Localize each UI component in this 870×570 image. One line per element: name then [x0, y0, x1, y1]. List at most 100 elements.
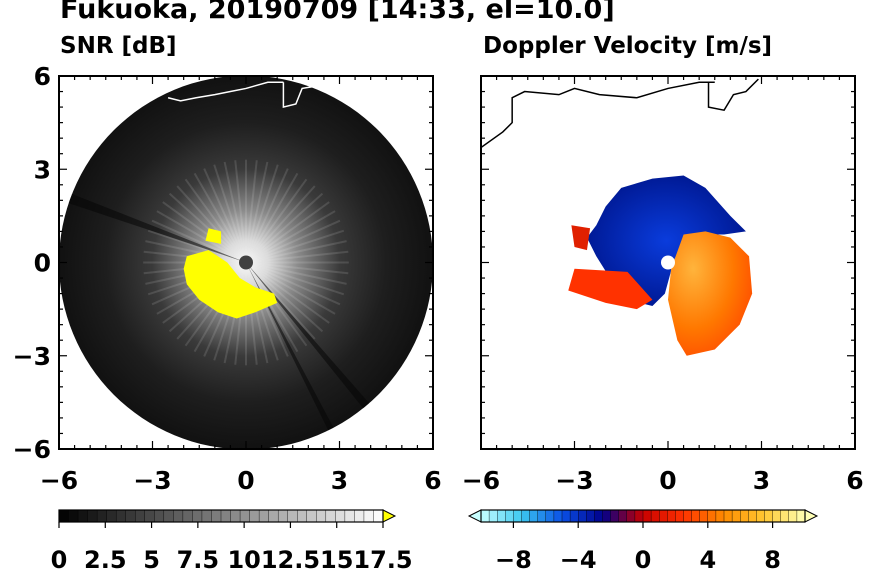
- snr-ray: [245, 262, 299, 353]
- snr-saturated-patch: [205, 228, 222, 244]
- x-tick-label: −3: [555, 466, 593, 495]
- snr-panel: −6 −3 0 3 6 −6 −3 0 3 6 0 2.5 5 7.5 10 12.5 15 17.5: [13, 62, 442, 570]
- colorbar-segment: [659, 509, 669, 523]
- colorbar-segment: [553, 509, 563, 523]
- colorbar-segment: [545, 509, 555, 523]
- snr-ray: [245, 261, 349, 275]
- colorbar-tick-label: 7.5: [177, 546, 220, 570]
- colorbar-segment: [788, 509, 798, 523]
- snr-ray: [245, 261, 336, 315]
- x-tick-label: 3: [753, 466, 770, 495]
- colorbar-segment: [211, 509, 222, 523]
- snr-ray: [245, 229, 345, 264]
- colorbar-segment: [96, 509, 108, 523]
- snr-ray: [245, 210, 336, 264]
- snr-ray: [203, 168, 247, 263]
- snr-ray: [245, 172, 299, 263]
- colorbar-segment: [58, 509, 70, 523]
- colorbar-segment: [780, 509, 790, 523]
- colorbar-segment: [201, 509, 213, 523]
- colorbar: −8 −4 0 4 8: [467, 509, 819, 570]
- colorbar-segment: [287, 509, 298, 523]
- colorbar-segment: [258, 509, 270, 523]
- colorbar-tick-label: 0: [51, 546, 68, 570]
- doppler-receding-streak: [568, 268, 653, 310]
- colorbar-segment: [249, 509, 260, 523]
- colorbar-extend-max: [382, 509, 397, 523]
- coastline-harbor: [707, 78, 759, 112]
- colorbar-segment: [578, 509, 588, 523]
- colorbar-segment: [594, 509, 604, 523]
- snr-ray: [223, 161, 247, 263]
- snr-saturated-region: [183, 250, 278, 319]
- colorbar-segment: [335, 509, 346, 523]
- colorbar-segment: [154, 509, 165, 523]
- colorbar-segment: [297, 509, 308, 523]
- y-tick-label: 6: [34, 62, 51, 91]
- figure-title: Fukuoka, 20190709 [14:33, el=10.0]: [60, 0, 615, 25]
- snr-ray: [176, 185, 247, 264]
- colorbar-segment: [239, 509, 251, 523]
- doppler-panel-title: Doppler Velocity [m/s]: [483, 33, 773, 59]
- colorbar-segment: [77, 509, 89, 523]
- colorbar-segment: [106, 509, 117, 523]
- x-tick-label: 6: [424, 466, 441, 495]
- y-tick-label: −3: [13, 342, 51, 371]
- colorbar-segment: [480, 509, 490, 523]
- snr-ray: [245, 262, 269, 364]
- snr-ray: [168, 192, 247, 264]
- snr-ray: [147, 229, 247, 264]
- radar-center-marker: [239, 255, 253, 270]
- colorbar-segment: [707, 509, 717, 523]
- snr-ray: [245, 185, 316, 264]
- snr-ray: [245, 261, 308, 347]
- y-tick-label: 3: [34, 155, 51, 184]
- colorbar-segment: [634, 509, 644, 523]
- snr-ray: [213, 164, 247, 263]
- colorbar-segment: [602, 509, 612, 523]
- colorbar-segment: [163, 509, 175, 523]
- colorbar-segment: [87, 509, 98, 523]
- x-tick-label: −3: [133, 466, 171, 495]
- snr-ray: [151, 219, 247, 264]
- snr-ray: [156, 210, 247, 264]
- colorbar-segment: [505, 509, 515, 523]
- snr-ray: [245, 261, 345, 296]
- snr-ray: [245, 261, 324, 333]
- plot-area: [481, 78, 759, 356]
- colorbar-extend-max: [804, 509, 819, 523]
- colorbar-segment: [125, 509, 136, 523]
- colorbar-segment: [618, 509, 628, 523]
- colorbar-tick-label: 12.5: [261, 546, 320, 570]
- colorbar-segment: [764, 509, 774, 523]
- colorbar-segment: [325, 509, 337, 523]
- snr-ray: [245, 192, 324, 264]
- snr-ray: [245, 178, 308, 264]
- colorbar-segment: [667, 509, 677, 523]
- snr-ray: [234, 160, 247, 263]
- snr-ray: [245, 164, 279, 263]
- colorbar-segment: [772, 509, 782, 523]
- y-tick-label: 0: [34, 249, 51, 278]
- snr-blocked-sector: [246, 262, 370, 409]
- colorbar-segment: [268, 509, 279, 523]
- snr-ray: [245, 250, 349, 264]
- colorbar-segment: [691, 509, 701, 523]
- colorbar-segment: [699, 509, 709, 523]
- snr-blocked-sector: [68, 193, 246, 263]
- colorbar-segment: [586, 509, 596, 523]
- colorbar-segment: [740, 509, 750, 523]
- x-tick-label: 0: [237, 466, 254, 495]
- colorbar-tick-label: 5: [143, 546, 160, 570]
- colorbar-segment: [626, 509, 636, 523]
- colorbar-segment: [115, 509, 127, 523]
- doppler-receding-streak: [571, 225, 591, 251]
- colorbar-segment: [220, 509, 232, 523]
- colorbar-segment: [569, 509, 579, 523]
- doppler-panel: −6 −3 0 3 6 −8 −4 0 4 8: [462, 75, 864, 570]
- radar-center-marker: [661, 255, 675, 270]
- x-tick-label: 3: [331, 466, 348, 495]
- colorbar-tick-label: 10: [227, 546, 260, 570]
- colorbar-segment: [173, 509, 184, 523]
